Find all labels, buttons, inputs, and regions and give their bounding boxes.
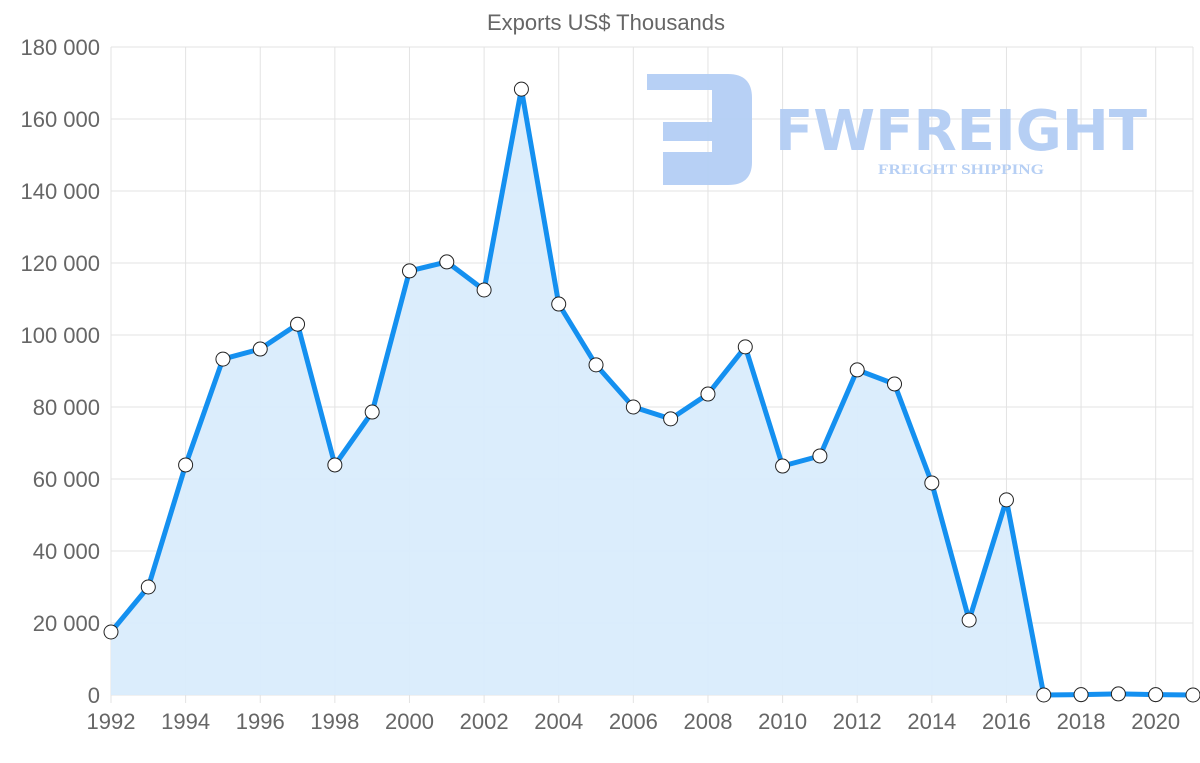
data-point xyxy=(476,282,492,298)
data-point xyxy=(924,475,940,491)
x-tick-label: 2020 xyxy=(1131,709,1180,734)
x-tick-label: 2018 xyxy=(1057,709,1106,734)
data-point xyxy=(513,81,529,97)
data-point xyxy=(998,492,1014,508)
data-point xyxy=(1185,687,1200,703)
axes: 0 20 000 40 000 60 000 80 000 100 000 120 000 1… xyxy=(20,35,1180,734)
data-point xyxy=(327,457,343,473)
fwfreight-logo-watermark: FWFREIGHT FREIGHT SHIPPING xyxy=(647,74,1147,185)
y-tick-label: 0 xyxy=(88,683,100,708)
data-point xyxy=(737,339,753,355)
data-point xyxy=(1036,687,1052,703)
data-point xyxy=(364,404,380,420)
data-point xyxy=(775,458,791,474)
data-point xyxy=(961,612,977,628)
y-tick-label: 180 000 xyxy=(20,35,100,60)
data-point xyxy=(625,399,641,415)
data-point xyxy=(290,316,306,332)
x-tick-label: 2016 xyxy=(982,709,1031,734)
x-tick-label: 2008 xyxy=(683,709,732,734)
data-point xyxy=(887,376,903,392)
x-tick-label: 2010 xyxy=(758,709,807,734)
x-tick-label: 2006 xyxy=(609,709,658,734)
x-tick-label: 2004 xyxy=(534,709,583,734)
logo-tagline: FREIGHT SHIPPING xyxy=(878,162,1044,178)
data-point xyxy=(439,254,455,270)
data-point xyxy=(178,457,194,473)
y-tick-label: 140 000 xyxy=(20,179,100,204)
logo-mark-icon xyxy=(647,74,752,185)
data-point xyxy=(551,296,567,312)
y-tick-label: 160 000 xyxy=(20,107,100,132)
data-point xyxy=(1148,687,1164,703)
data-point xyxy=(215,351,231,367)
data-point xyxy=(663,411,679,427)
area-fill xyxy=(111,89,1193,696)
data-point xyxy=(140,579,156,595)
y-tick-label: 60 000 xyxy=(33,467,100,492)
chart-title: Exports US$ Thousands xyxy=(487,10,725,35)
y-tick-label: 100 000 xyxy=(20,323,100,348)
data-point xyxy=(812,448,828,464)
x-tick-label: 2002 xyxy=(460,709,509,734)
x-tick-label: 1998 xyxy=(310,709,359,734)
series-exports xyxy=(103,81,1200,703)
data-point xyxy=(401,263,417,279)
y-tick-label: 40 000 xyxy=(33,539,100,564)
data-point xyxy=(849,362,865,378)
data-point xyxy=(1110,686,1126,702)
data-point xyxy=(103,624,119,640)
x-tick-label: 2014 xyxy=(907,709,956,734)
y-tick-label: 80 000 xyxy=(33,395,100,420)
y-tick-label: 120 000 xyxy=(20,251,100,276)
x-tick-label: 1992 xyxy=(87,709,136,734)
data-point xyxy=(252,341,268,357)
logo-brand: FWFREIGHT xyxy=(775,99,1147,164)
y-tick-label: 20 000 xyxy=(33,611,100,636)
data-point xyxy=(700,386,716,402)
data-point xyxy=(588,357,604,373)
x-tick-label: 2000 xyxy=(385,709,434,734)
x-tick-label: 1996 xyxy=(236,709,285,734)
data-point xyxy=(1073,687,1089,703)
x-tick-label: 2012 xyxy=(833,709,882,734)
x-tick-label: 1994 xyxy=(161,709,210,734)
